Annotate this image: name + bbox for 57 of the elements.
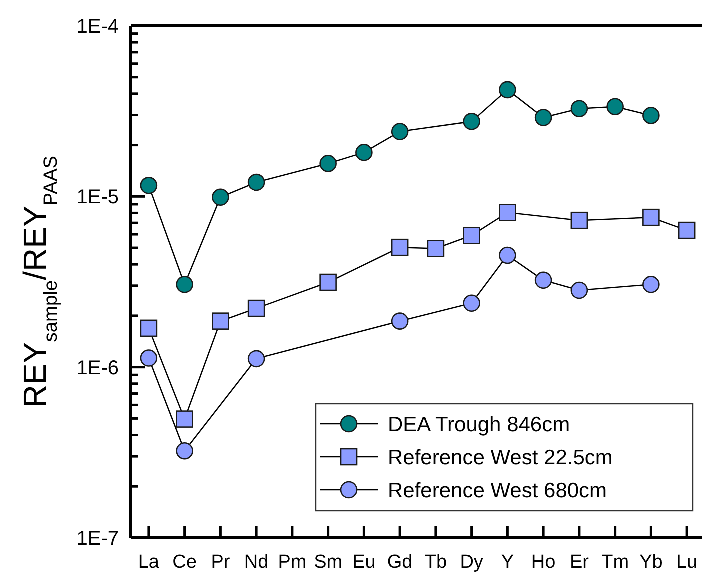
- point: [642, 208, 660, 226]
- point: [248, 300, 266, 318]
- point: [248, 174, 266, 192]
- point: [248, 350, 266, 368]
- point: [320, 155, 337, 172]
- point: [534, 272, 552, 290]
- point: [570, 100, 588, 118]
- x-tick-label: Dy: [460, 552, 484, 573]
- point: [140, 177, 158, 194]
- x-tick-label: Ho: [531, 552, 556, 573]
- x-tick-label: Sm: [314, 552, 343, 573]
- point: [212, 312, 230, 330]
- point: [499, 81, 516, 99]
- point: [570, 212, 588, 230]
- legend-label: Reference West 22.5cm: [388, 446, 613, 470]
- point: [176, 276, 194, 294]
- x-tick-label: Pm: [278, 552, 307, 573]
- x-tick-label: Nd: [244, 552, 269, 573]
- point: [499, 246, 516, 264]
- point: [499, 204, 516, 222]
- point: [391, 123, 409, 140]
- y-tick-label: 1E-7: [76, 528, 119, 550]
- y-tick-label: 1E-6: [76, 357, 119, 380]
- x-tick-label: Er: [570, 552, 590, 573]
- point: [391, 238, 409, 256]
- legend-label: DEA Trough 846cm: [388, 413, 570, 436]
- x-tick-label: Eu: [352, 552, 376, 573]
- point: [678, 222, 696, 240]
- x-tick-label: Yb: [640, 552, 663, 573]
- point: [606, 98, 624, 116]
- x-tick-label: Gd: [387, 552, 413, 573]
- x-tick-label: Lu: [676, 552, 698, 573]
- point: [140, 350, 158, 367]
- point: [176, 442, 194, 460]
- point: [534, 109, 552, 126]
- point: [391, 312, 409, 330]
- x-tick-label: Tm: [602, 552, 630, 573]
- x-tick-label: Ce: [172, 552, 197, 573]
- point: [320, 274, 337, 292]
- point: [356, 144, 373, 162]
- point: [463, 227, 480, 244]
- point: [176, 410, 194, 428]
- point: [570, 282, 588, 300]
- x-tick-label: Y: [501, 552, 514, 573]
- point: [212, 188, 230, 206]
- point: [642, 276, 660, 294]
- point: [140, 320, 158, 338]
- x-tick-label: La: [138, 552, 160, 573]
- point: [463, 294, 480, 312]
- point: [642, 107, 660, 124]
- x-tick-label: Tb: [424, 552, 448, 573]
- y-tick-label: 1E-5: [76, 186, 119, 209]
- point: [463, 113, 480, 130]
- x-tick-label: Pr: [211, 552, 231, 573]
- point: [427, 240, 445, 258]
- legend-label: Reference West 680cm: [388, 479, 608, 502]
- y-tick-label: 1E-4: [76, 16, 119, 38]
